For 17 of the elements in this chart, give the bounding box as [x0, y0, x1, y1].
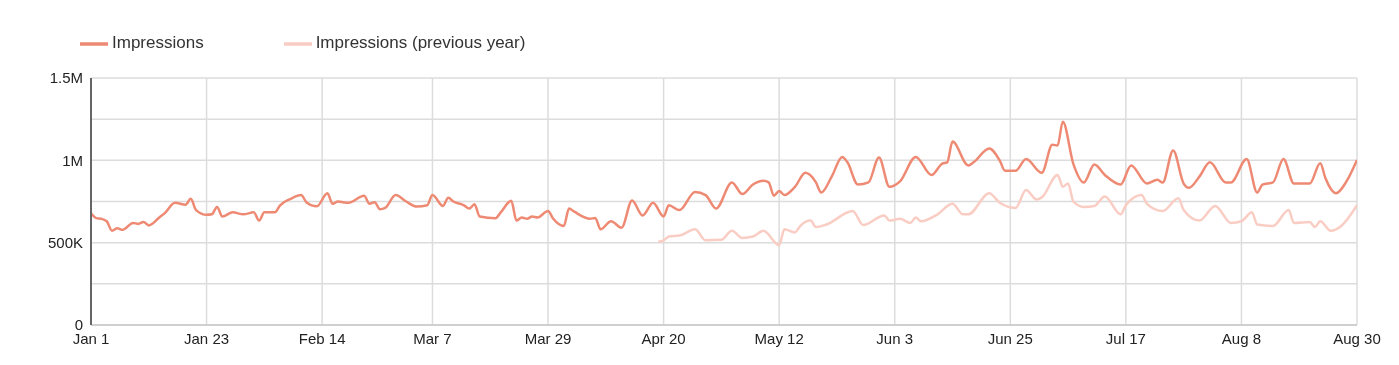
- x-tick-label: Mar 7: [413, 329, 452, 347]
- y-tick-label: 1.5M: [49, 69, 83, 87]
- x-tick-label: Jun 3: [876, 329, 914, 347]
- line-series: [657, 173, 1357, 247]
- x-tick-label: Aug 30: [1333, 329, 1381, 347]
- x-tick-label: Jun 25: [987, 329, 1033, 347]
- x-tick-label: Aug 8: [1221, 329, 1262, 347]
- x-tick-label: Feb 14: [298, 329, 346, 347]
- legend-label: Impressions (previous year): [315, 33, 526, 53]
- y-tick-label: 500K: [47, 233, 83, 251]
- x-tick-label: Apr 20: [641, 329, 686, 347]
- legend-label: Impressions: [112, 33, 204, 53]
- x-tick-label: May 12: [754, 329, 804, 347]
- x-tick-label: Mar 29: [524, 329, 572, 347]
- x-tick-label: Jul 17: [1105, 329, 1146, 347]
- x-tick-label: Jan 23: [184, 329, 230, 347]
- y-tick-label: 1M: [62, 151, 83, 169]
